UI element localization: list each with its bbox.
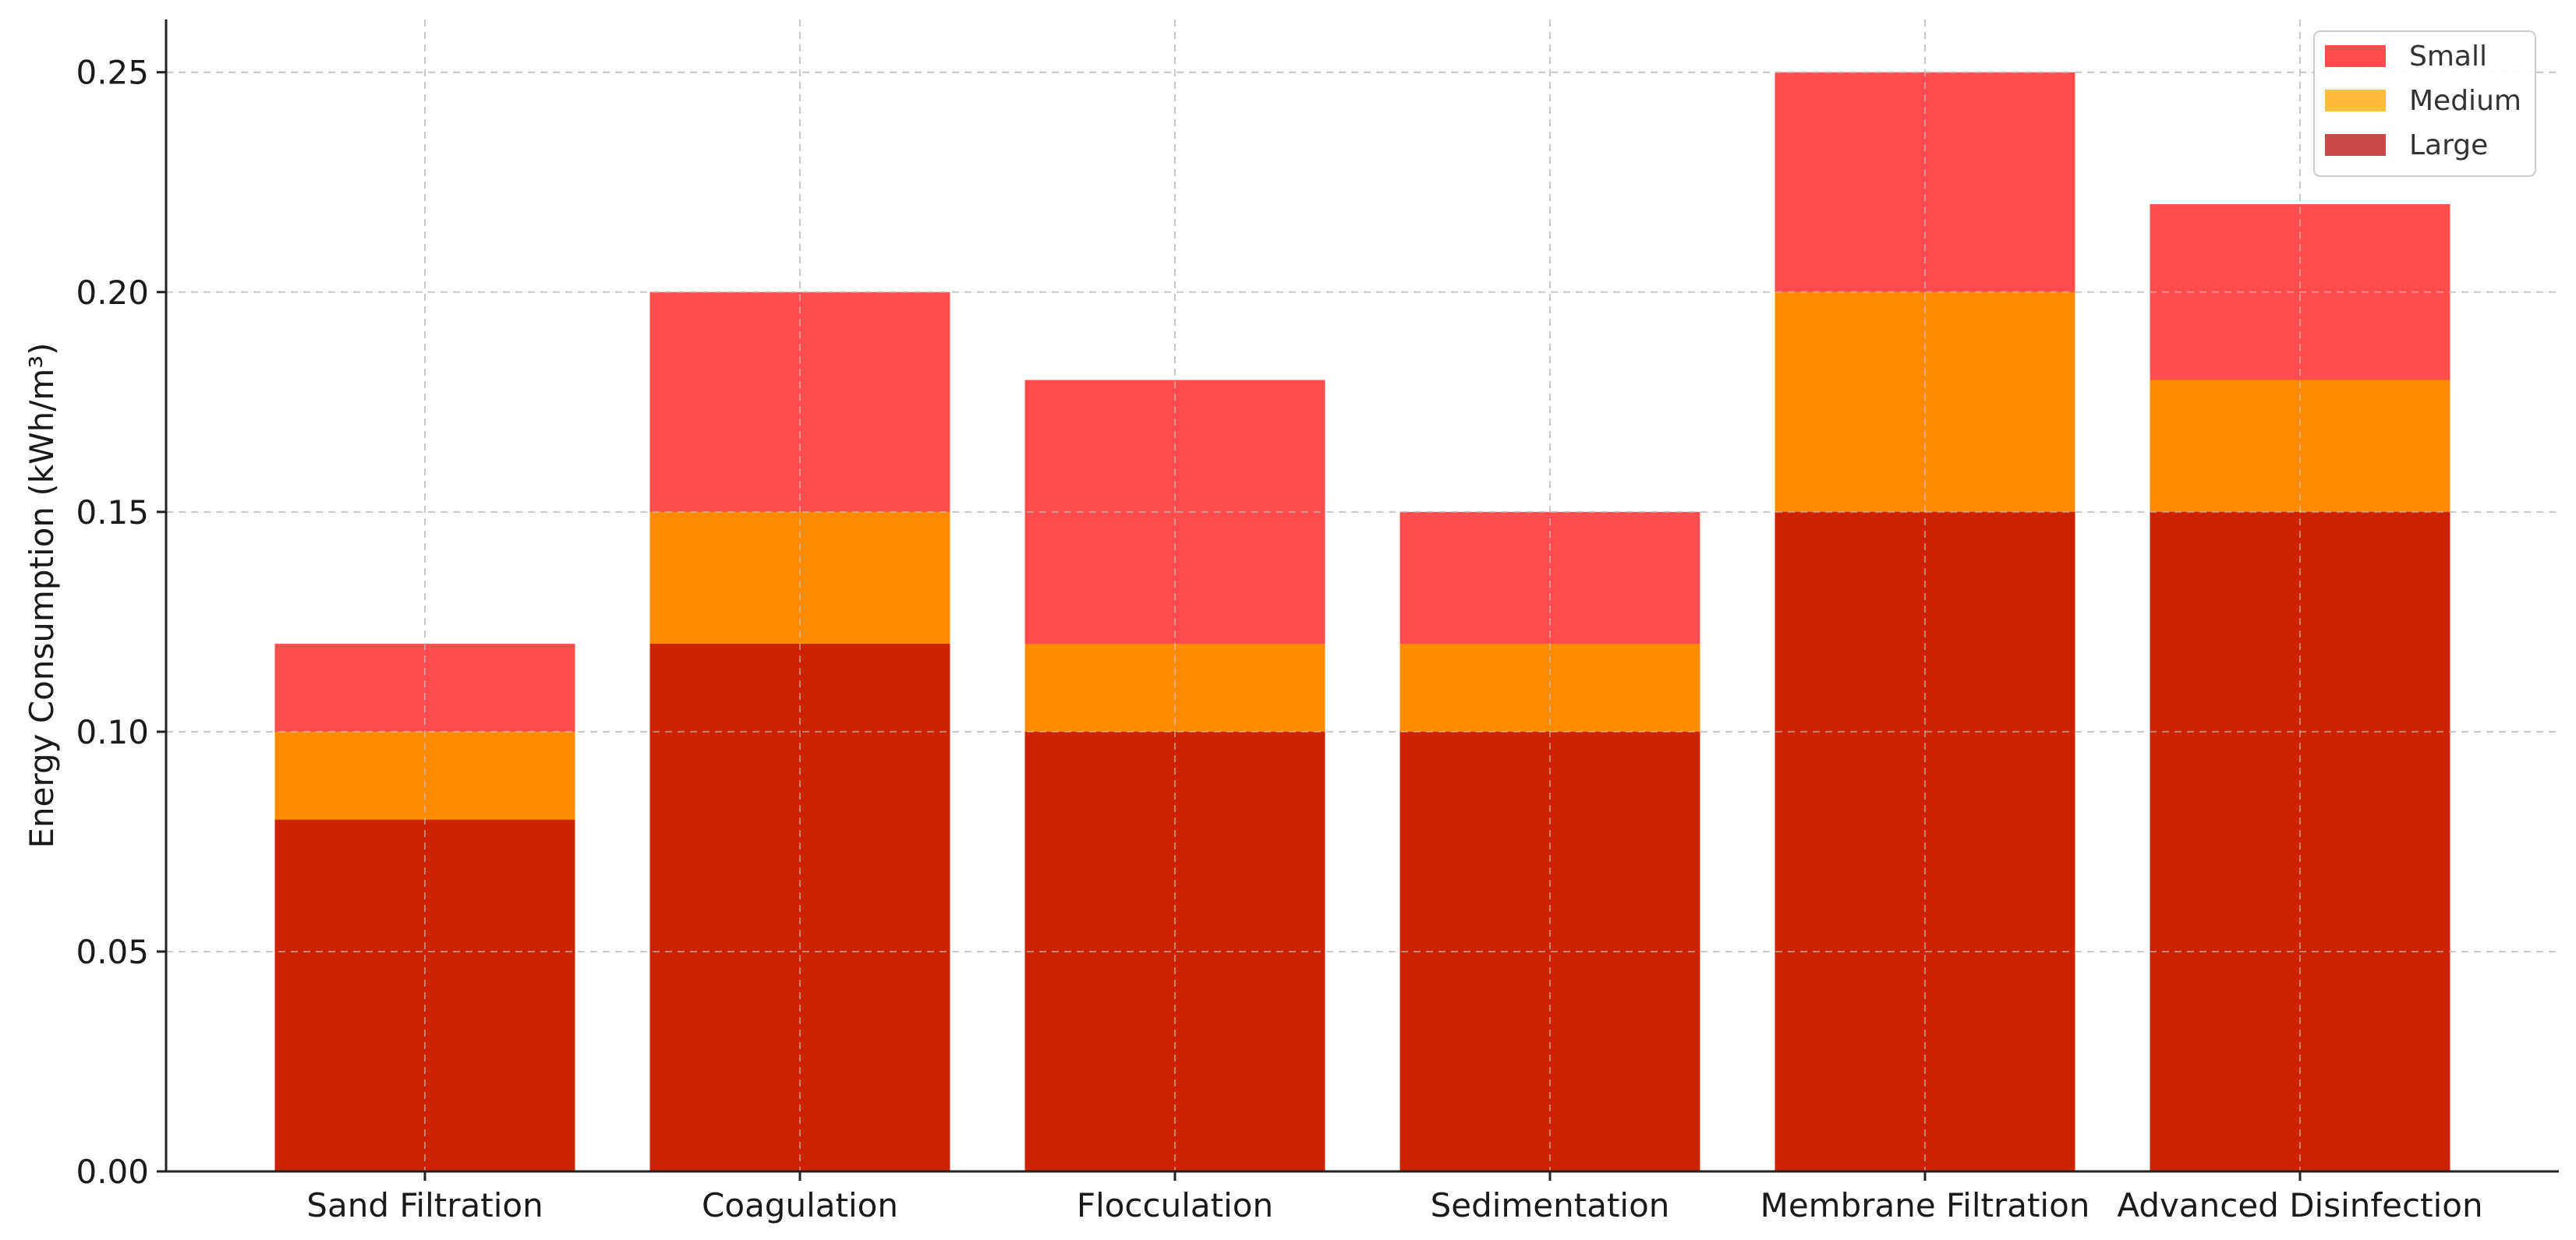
x-tick-label: Coagulation — [702, 1186, 898, 1224]
legend-swatch-medium — [2325, 90, 2386, 111]
bars — [166, 19, 2559, 1172]
legend-label-medium: Medium — [2409, 85, 2521, 117]
y-ticks: 0.00 0.05 0.10 0.15 0.20 0.25 — [76, 54, 166, 1191]
x-tick-label: Sedimentation — [1431, 1186, 1670, 1224]
legend-label-large: Large — [2409, 129, 2488, 161]
legend: Small Medium Large — [2313, 30, 2536, 177]
x-ticks: Sand Filtration Coagulation Flocculation Se… — [306, 1171, 2483, 1224]
y-axis-title: Energy Consumption (kWh/m³) — [23, 342, 61, 848]
x-tick-label: Flocculation — [1077, 1186, 1273, 1224]
y-tick-label: 0.05 — [76, 933, 149, 971]
x-tick-label: Membrane Filtration — [1760, 1186, 2090, 1224]
x-tick-label: Sand Filtration — [306, 1186, 543, 1224]
legend-label-small: Small — [2409, 41, 2487, 72]
y-tick-label: 0.25 — [76, 54, 149, 92]
y-tick-label: 0.20 — [76, 274, 149, 312]
legend-swatch-large — [2325, 134, 2386, 156]
y-tick-label: 0.10 — [76, 713, 149, 751]
axes — [165, 19, 2559, 1173]
y-tick-label: 0.15 — [76, 493, 149, 532]
legend-swatch-small — [2325, 45, 2386, 67]
x-tick-label: Advanced Disinfection — [2117, 1186, 2482, 1224]
y-tick-label: 0.00 — [76, 1153, 149, 1191]
